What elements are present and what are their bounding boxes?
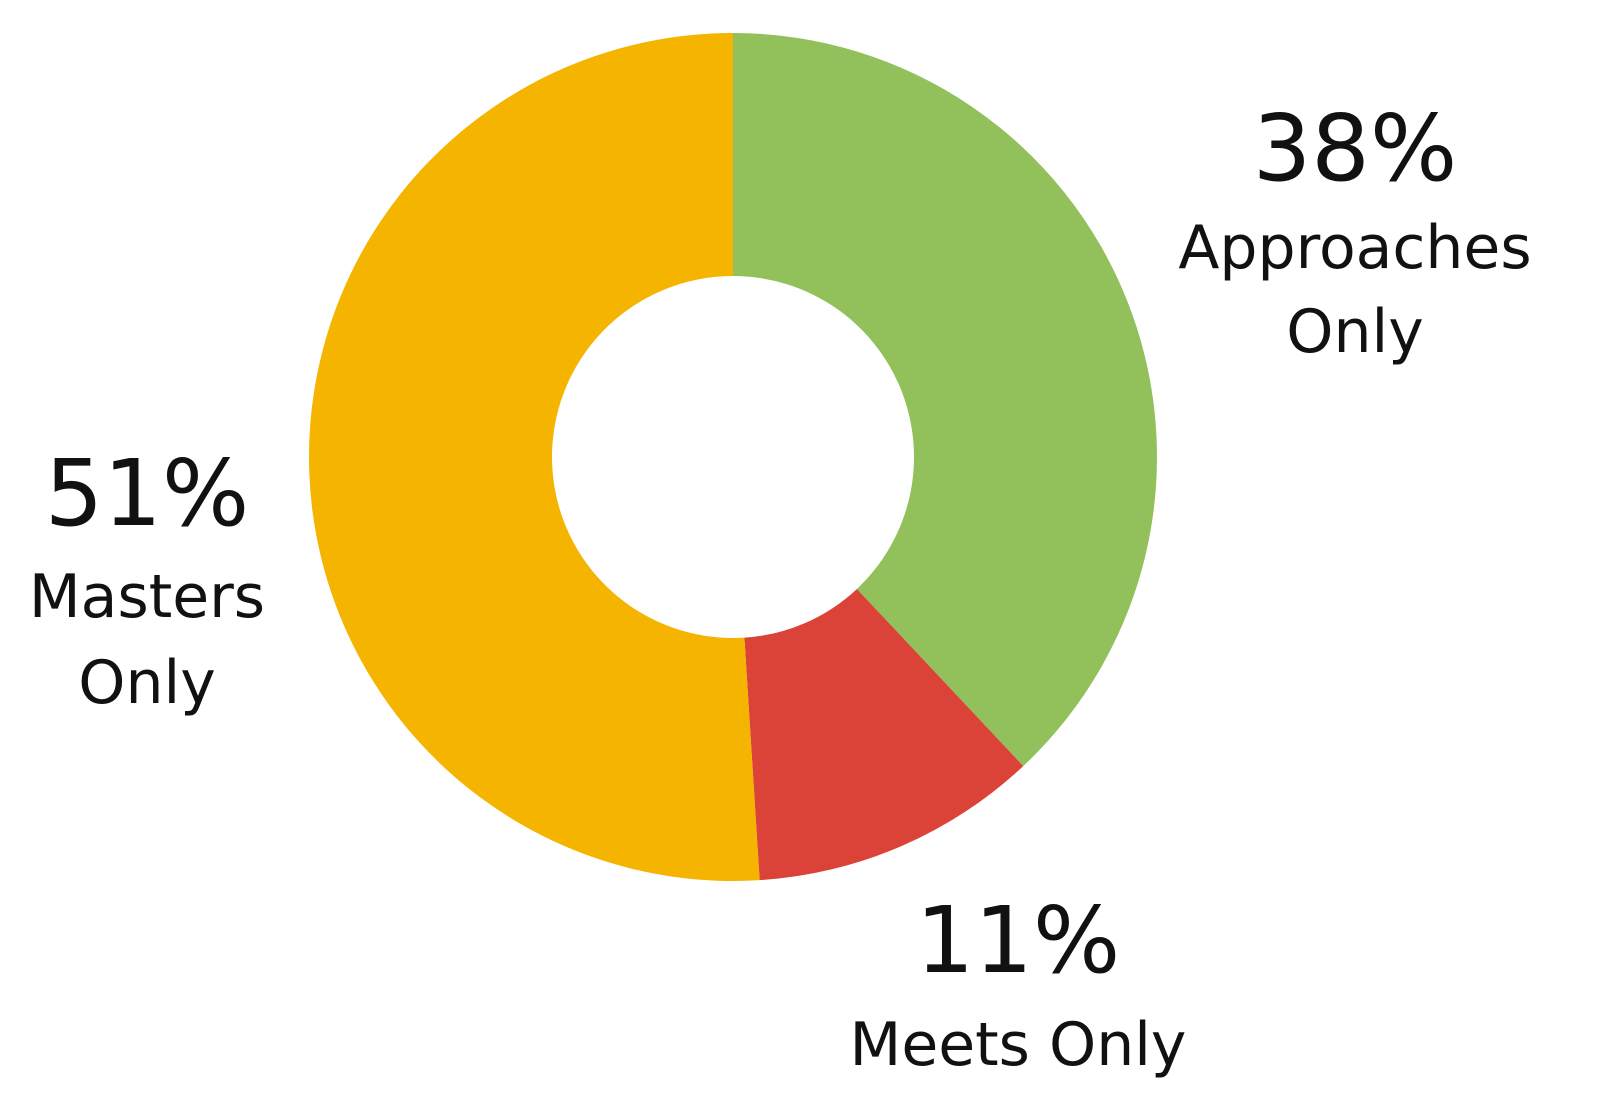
category-label: Approaches Only bbox=[1178, 213, 1531, 367]
category-label: Masters Only bbox=[29, 562, 265, 718]
value-label: 51% bbox=[45, 440, 249, 547]
category-label: Meets Only bbox=[850, 1010, 1187, 1080]
donut-slice bbox=[733, 33, 1157, 767]
donut-slice bbox=[308, 33, 760, 881]
value-label: 38% bbox=[1253, 95, 1457, 202]
value-label: 11% bbox=[916, 887, 1120, 994]
donut-slice bbox=[744, 588, 1024, 881]
